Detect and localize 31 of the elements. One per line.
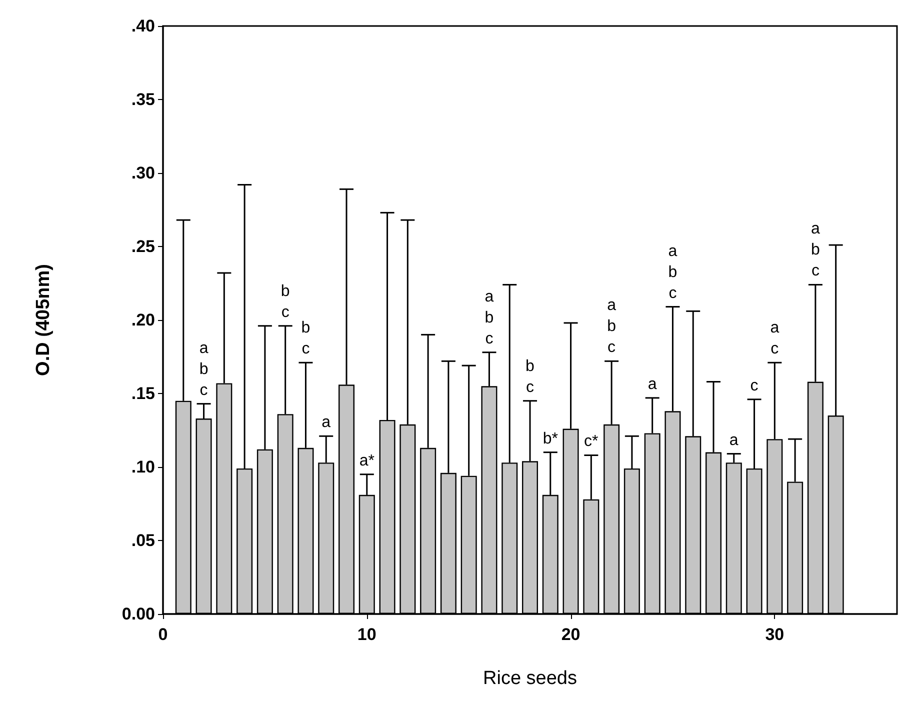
- annotation: a b c: [810, 220, 820, 280]
- y-tick-label: .25: [131, 237, 155, 256]
- y-tick-label: .40: [131, 16, 155, 36]
- annotation: a b c: [199, 340, 208, 399]
- x-axis-title: Rice seeds: [483, 668, 577, 689]
- y-tick-label: .30: [131, 164, 155, 182]
- annotation: b*: [542, 430, 558, 448]
- annotation: b c: [301, 320, 310, 358]
- y-axis-title: O.D (405nm): [33, 264, 54, 376]
- annotation: b c: [280, 282, 290, 321]
- annotation: a: [648, 376, 657, 393]
- annotation: a*: [359, 452, 374, 470]
- y-tick-label: .35: [131, 90, 155, 109]
- annotation: a b c: [668, 242, 678, 302]
- y-tick-label: .10: [131, 458, 155, 476]
- y-tick-label: 0.00: [122, 604, 155, 624]
- annotation: c*: [584, 433, 598, 450]
- x-tick-label: 10: [357, 625, 376, 644]
- x-tick-label: 30: [765, 625, 784, 644]
- x-tick-label: 0: [158, 625, 168, 644]
- x-tick-label: 20: [561, 625, 580, 644]
- y-tick-label: .15: [131, 384, 155, 403]
- annotation: a: [322, 414, 331, 432]
- y-tick-label: .05: [131, 531, 155, 550]
- annotation: c: [750, 377, 758, 394]
- annotation: a b c: [484, 288, 494, 348]
- annotation: a b c: [607, 297, 616, 356]
- annotation: b c: [526, 358, 535, 396]
- y-tick-label: .20: [131, 310, 155, 330]
- annotation: a c: [770, 320, 780, 358]
- annotation: a: [729, 432, 738, 449]
